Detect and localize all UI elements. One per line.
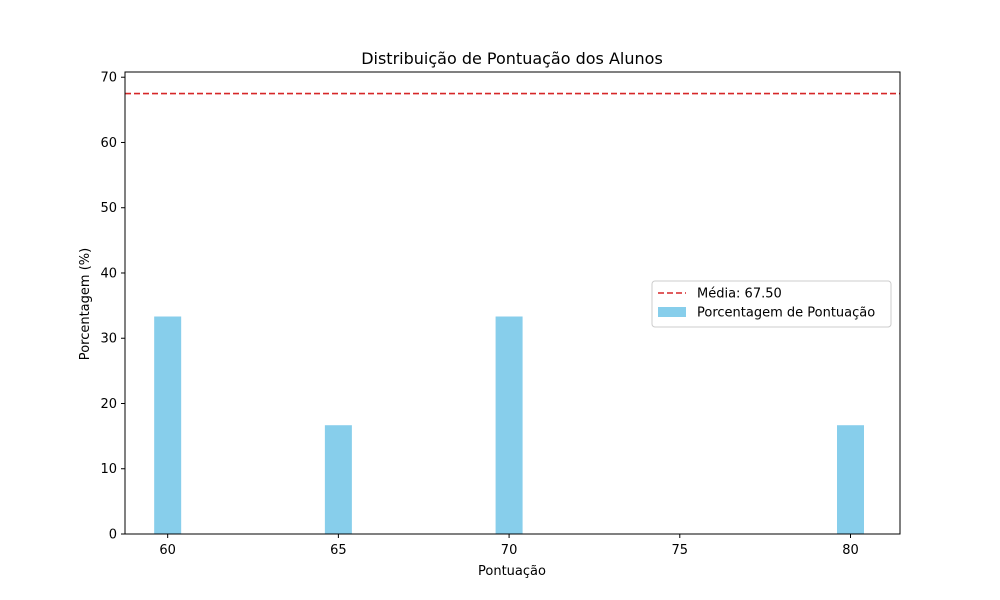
bar-80 [837, 425, 864, 534]
x-tick-label-65: 65 [330, 543, 347, 558]
legend-box [651, 280, 892, 328]
y-tick-label-70: 70 [100, 71, 117, 86]
bar-70 [495, 316, 523, 534]
x-axis-label: Pontuação [478, 564, 546, 579]
legend-mean-label: Média: 67.50 [697, 287, 782, 302]
y-tick-label-0: 0 [109, 528, 117, 543]
y-tick-label-20: 20 [100, 397, 117, 412]
bar-65 [324, 425, 352, 534]
y-axis-label: Porcentagem (%) [78, 248, 93, 360]
y-tick-label-50: 50 [100, 201, 117, 216]
x-tick-label-60: 60 [159, 543, 176, 558]
x-tick-label-70: 70 [501, 543, 518, 558]
legend: Média: 67.50 Porcentagem de Pontuação [651, 280, 892, 328]
plot-area: 60 65 70 75 80 0 10 20 30 40 50 60 70 [100, 71, 901, 558]
y-tick-label-10: 10 [100, 462, 117, 477]
x-tick-label-75: 75 [672, 543, 689, 558]
y-tick-label-40: 40 [100, 266, 117, 281]
bar-60 [154, 316, 182, 534]
legend-bar-swatch [658, 307, 686, 317]
y-tick-label-30: 30 [100, 332, 117, 347]
plot-frame [124, 71, 901, 535]
legend-bar-label: Porcentagem de Pontuação [697, 306, 875, 321]
chart-title: Distribuição de Pontuação dos Alunos [361, 49, 663, 68]
y-tick-label-60: 60 [100, 136, 117, 151]
x-tick-label-80: 80 [842, 543, 859, 558]
